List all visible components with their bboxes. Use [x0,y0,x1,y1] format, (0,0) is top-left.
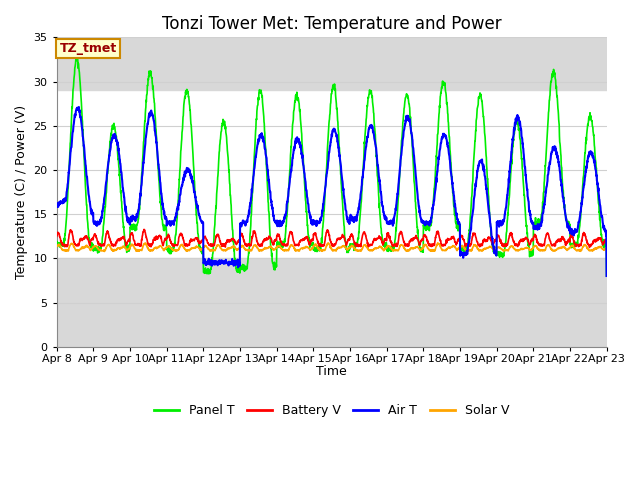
Line: Panel T: Panel T [57,59,607,276]
Solar V [492,246,500,252]
Panel T [53,243,61,249]
Battery V [53,233,61,239]
Panel T [603,273,611,279]
Air T [603,273,611,279]
Text: TZ_tmet: TZ_tmet [60,42,116,55]
Air T [570,230,577,236]
Panel T [73,56,81,61]
Air T [348,217,355,223]
Solar V [360,242,368,248]
Air T [492,250,499,255]
Battery V [586,245,593,251]
Solar V [555,245,563,251]
Battery V [492,237,499,242]
Solar V [570,244,577,250]
Panel T [207,270,214,276]
Y-axis label: Temperature (C) / Power (V): Temperature (C) / Power (V) [15,105,28,279]
Battery V [140,227,148,232]
Air T [75,104,83,110]
Panel T [492,248,499,254]
Battery V [554,237,562,243]
X-axis label: Time: Time [316,365,347,378]
Battery V [603,242,611,248]
Battery V [207,241,214,247]
Panel T [348,243,355,249]
Line: Air T: Air T [57,107,607,276]
Battery V [570,237,577,243]
Solar V [207,247,214,253]
Solar V [100,249,108,254]
Legend: Panel T, Battery V, Air T, Solar V: Panel T, Battery V, Air T, Solar V [149,399,515,422]
Bar [57,37,607,90]
Panel T [570,241,577,247]
Battery V [348,233,355,239]
Bar [57,258,607,347]
Air T [360,167,367,173]
Line: Solar V: Solar V [57,243,607,252]
Solar V [603,248,611,253]
Title: Tonzi Tower Met: Temperature and Power: Tonzi Tower Met: Temperature and Power [162,15,502,33]
Solar V [348,243,356,249]
Solar V [324,240,332,246]
Air T [53,204,61,209]
Air T [554,156,562,161]
Air T [207,262,214,268]
Panel T [554,108,562,113]
Battery V [360,229,367,235]
Panel T [360,159,367,165]
Line: Battery V: Battery V [57,229,607,248]
Solar V [53,243,61,249]
